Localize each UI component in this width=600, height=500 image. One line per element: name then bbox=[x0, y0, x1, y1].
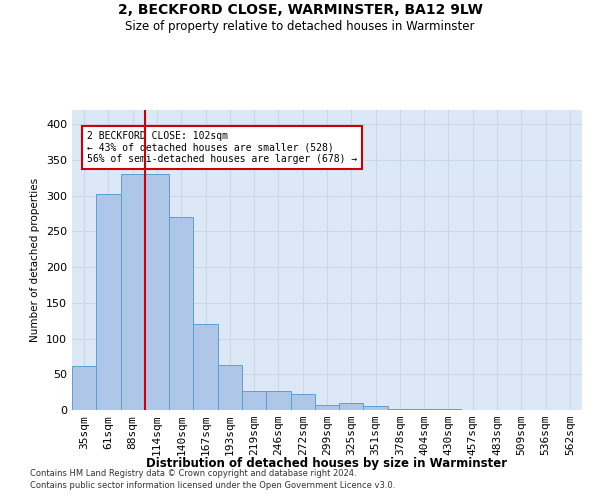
Bar bbox=[290, 394, 315, 410]
Text: 2, BECKFORD CLOSE, WARMINSTER, BA12 9LW: 2, BECKFORD CLOSE, WARMINSTER, BA12 9LW bbox=[118, 2, 482, 16]
Text: Distribution of detached houses by size in Warminster: Distribution of detached houses by size … bbox=[146, 458, 508, 470]
Bar bbox=[169, 217, 193, 410]
Y-axis label: Number of detached properties: Number of detached properties bbox=[31, 178, 40, 342]
Bar bbox=[266, 390, 290, 410]
Bar bbox=[72, 366, 96, 410]
Bar bbox=[242, 390, 266, 410]
Text: Contains public sector information licensed under the Open Government Licence v3: Contains public sector information licen… bbox=[30, 481, 395, 490]
Text: 2 BECKFORD CLOSE: 102sqm
← 43% of detached houses are smaller (528)
56% of semi-: 2 BECKFORD CLOSE: 102sqm ← 43% of detach… bbox=[88, 131, 358, 164]
Bar bbox=[339, 403, 364, 410]
Bar bbox=[145, 174, 169, 410]
Bar bbox=[121, 174, 145, 410]
Bar bbox=[193, 324, 218, 410]
Text: Size of property relative to detached houses in Warminster: Size of property relative to detached ho… bbox=[125, 20, 475, 33]
Text: Contains HM Land Registry data © Crown copyright and database right 2024.: Contains HM Land Registry data © Crown c… bbox=[30, 468, 356, 477]
Bar bbox=[315, 405, 339, 410]
Bar bbox=[388, 408, 412, 410]
Bar bbox=[364, 406, 388, 410]
Bar bbox=[218, 365, 242, 410]
Bar bbox=[96, 194, 121, 410]
